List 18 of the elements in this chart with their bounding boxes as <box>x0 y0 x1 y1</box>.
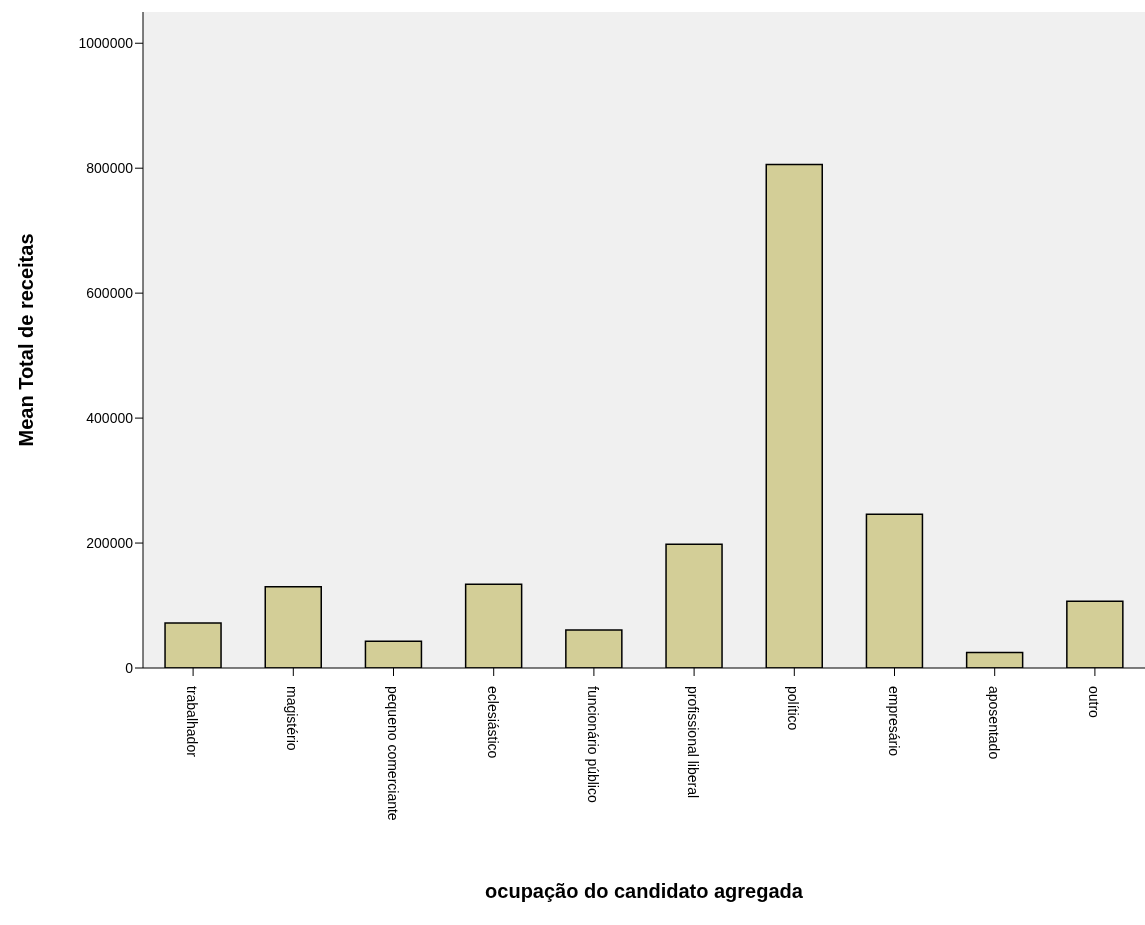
y-tick-label: 800000 <box>86 160 134 177</box>
x-tick-label: trabalhador <box>184 686 201 758</box>
y-tick-label: 600000 <box>86 285 134 302</box>
x-tick-label: profissional liberal <box>685 686 702 799</box>
x-tick-label: aposentado <box>985 686 1002 760</box>
x-tick-label: pequeno comerciante <box>384 686 401 821</box>
x-tick-label: eclesiástico <box>484 686 501 759</box>
y-tick-label: 1000000 <box>78 35 134 52</box>
x-tick-label: político <box>785 686 802 731</box>
x-tick-label: magistério <box>284 686 301 751</box>
x-axis-title: ocupação do candidato agregada <box>485 880 804 902</box>
x-tick-label: empresário <box>885 686 902 757</box>
y-tick-label: 200000 <box>86 535 134 552</box>
y-axis-title: Mean Total de receitas <box>15 233 38 447</box>
x-tick-label: funcionário público <box>584 686 601 803</box>
y-tick-label: 0 <box>125 659 134 676</box>
x-tick-label: outro <box>1085 686 1102 719</box>
y-tick-label: 400000 <box>86 410 134 427</box>
